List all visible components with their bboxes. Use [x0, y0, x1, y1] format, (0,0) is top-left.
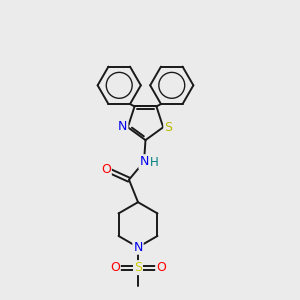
Text: N: N — [118, 119, 128, 133]
Text: S: S — [134, 261, 142, 274]
Text: O: O — [110, 261, 120, 274]
Text: N: N — [133, 241, 143, 254]
Text: N: N — [139, 155, 149, 168]
Text: O: O — [156, 261, 166, 274]
Text: S: S — [164, 121, 172, 134]
Text: H: H — [150, 156, 159, 170]
Text: O: O — [101, 163, 111, 176]
